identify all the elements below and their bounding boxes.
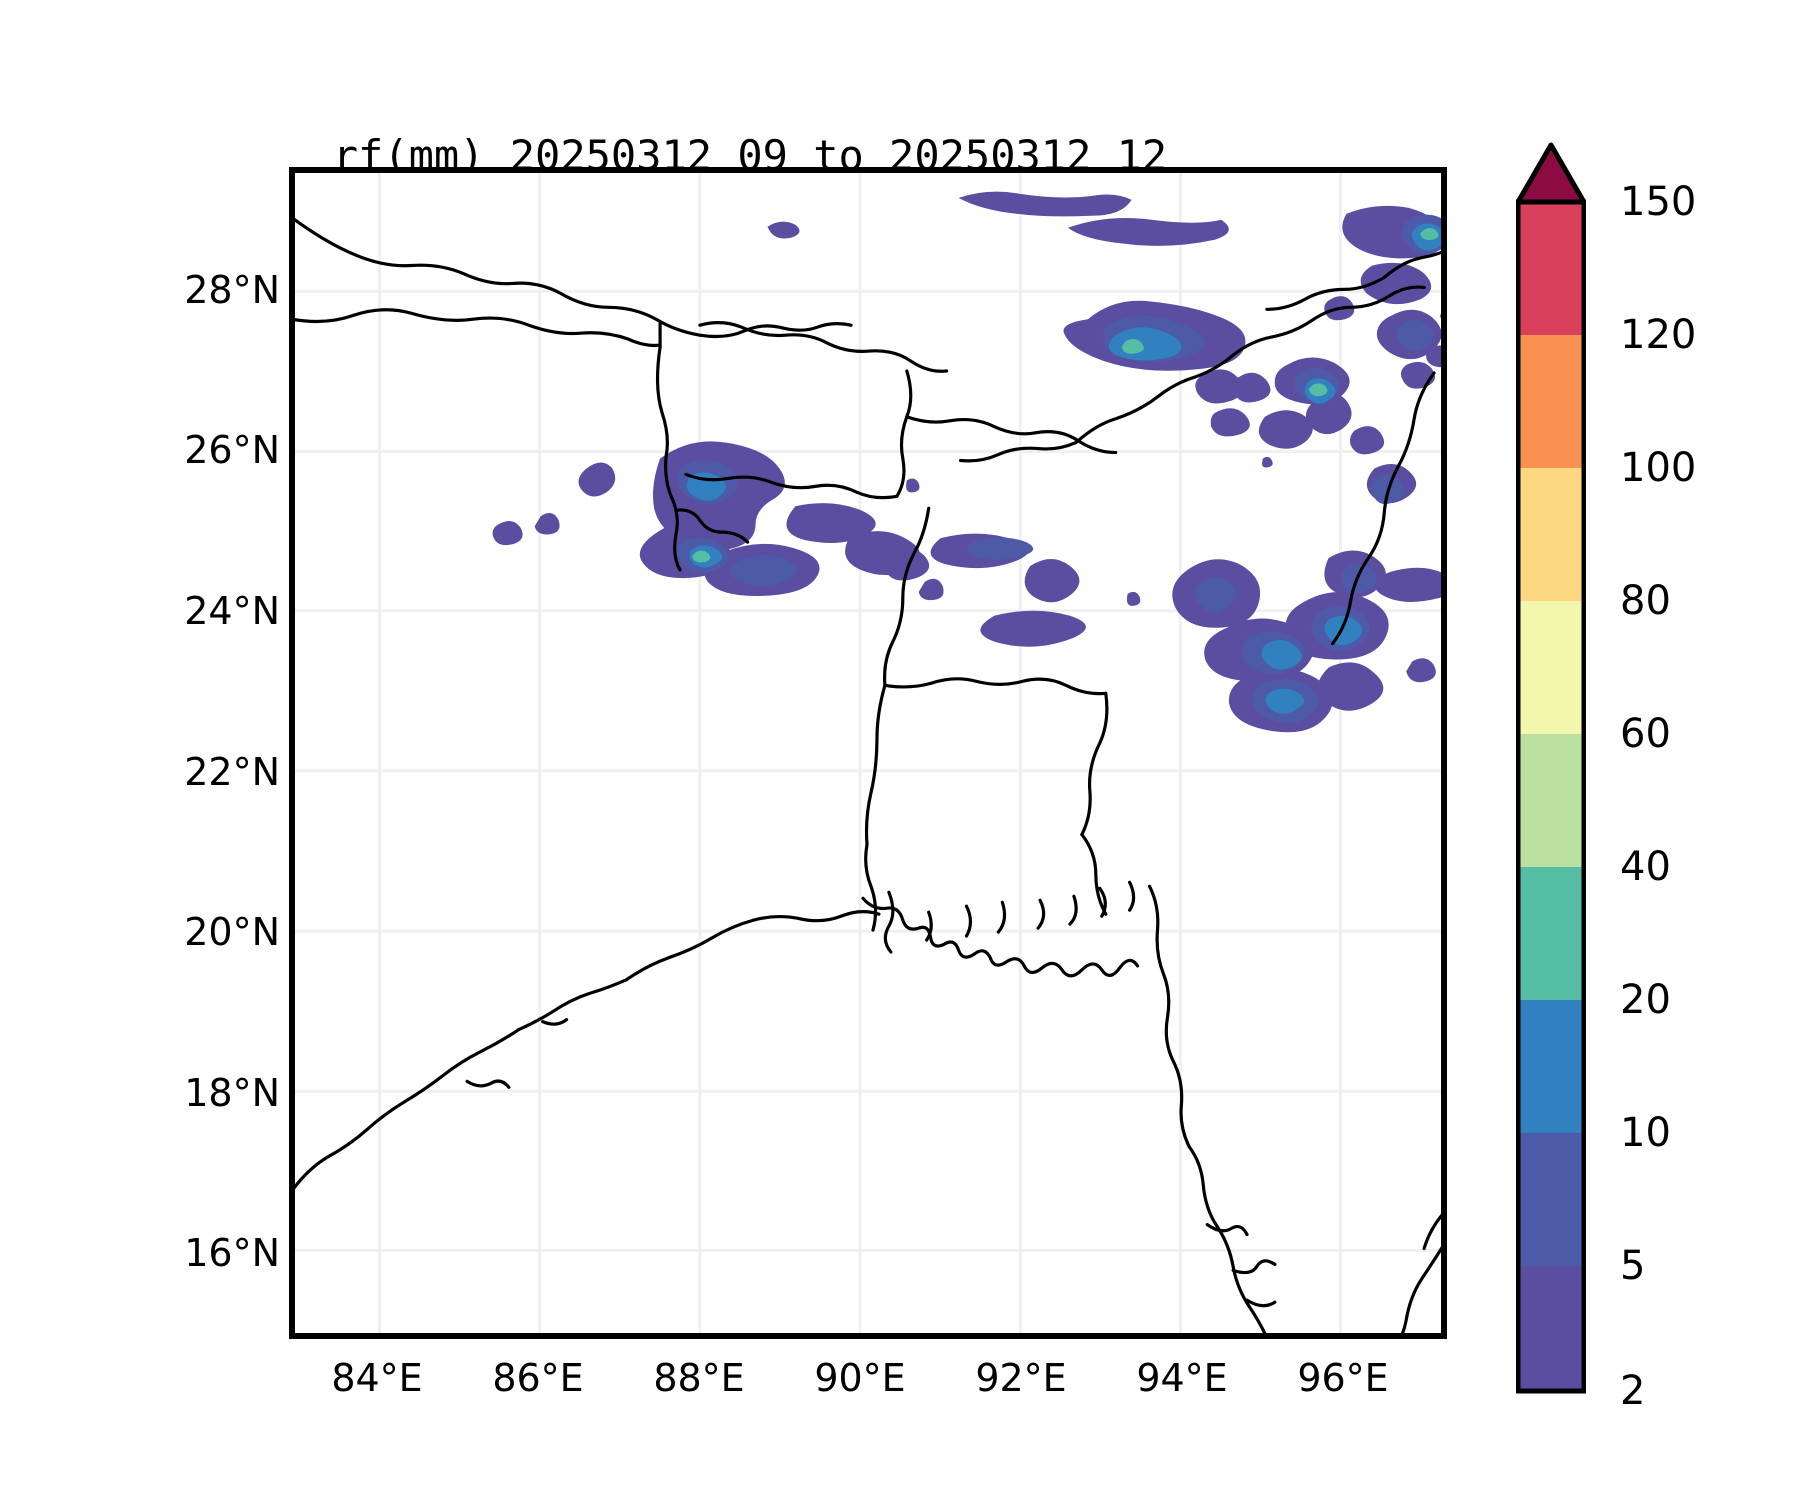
y-tick-label-20n: 20°N xyxy=(184,910,280,954)
colorbar-tick-100: 100 xyxy=(1620,445,1697,491)
colorbar-tick-40: 40 xyxy=(1620,844,1671,890)
colorbar-tick-10: 10 xyxy=(1620,1110,1671,1156)
colorbar-band-40-60 xyxy=(1518,734,1584,867)
rainfall-contours-20mm xyxy=(691,228,1439,563)
x-tick-label-96e: 96°E xyxy=(1297,1356,1389,1400)
y-tick-label-22n: 22°N xyxy=(184,750,280,794)
colorbar-band-20-40 xyxy=(1518,867,1584,1000)
gridlines xyxy=(292,170,1444,1336)
map-frame xyxy=(292,170,1444,1336)
colorbar-outline xyxy=(1516,199,1586,1394)
y-tick-label-18n: 18°N xyxy=(184,1071,280,1115)
colorbar-tick-80: 80 xyxy=(1620,578,1671,624)
colorbar-over-arrow xyxy=(1516,142,1586,205)
colorbar-band-5-10 xyxy=(1518,1133,1584,1266)
y-tick-label-26n: 26°N xyxy=(184,428,280,472)
colorbar-tick-5: 5 xyxy=(1620,1243,1646,1289)
coastlines-and-borders xyxy=(292,216,1444,1336)
colorbar-tick-120: 120 xyxy=(1620,312,1697,358)
x-tick-label-90e: 90°E xyxy=(814,1356,906,1400)
y-tick-label-24n: 24°N xyxy=(184,589,280,633)
colorbar-band-120-150 xyxy=(1518,202,1584,335)
colorbar-band-10-20 xyxy=(1518,1000,1584,1133)
x-tick-label-88e: 88°E xyxy=(653,1356,745,1400)
x-tick-label-92e: 92°E xyxy=(975,1356,1067,1400)
y-tick-label-28n: 28°N xyxy=(184,268,280,312)
colorbar-gradient xyxy=(1516,142,1586,1394)
colorbar-band-2-5 xyxy=(1518,1266,1584,1391)
y-tick-label-16n: 16°N xyxy=(184,1231,280,1275)
x-tick-label-84e: 84°E xyxy=(331,1356,423,1400)
map-plot-area xyxy=(292,170,1444,1336)
map-axes xyxy=(289,167,1447,1339)
colorbar-band-60-80 xyxy=(1518,601,1584,734)
colorbar-tick-20: 20 xyxy=(1620,977,1671,1023)
colorbar xyxy=(1516,140,1586,1395)
colorbar-tick-2: 2 xyxy=(1620,1368,1646,1414)
x-tick-label-94e: 94°E xyxy=(1136,1356,1228,1400)
colorbar-band-100-120 xyxy=(1518,335,1584,468)
colorbar-tick-150: 150 xyxy=(1620,179,1697,225)
colorbar-tick-60: 60 xyxy=(1620,711,1671,757)
colorbar-band-80-100 xyxy=(1518,468,1584,601)
x-tick-label-86e: 86°E xyxy=(492,1356,584,1400)
rainfall-contours-10mm xyxy=(686,223,1444,714)
